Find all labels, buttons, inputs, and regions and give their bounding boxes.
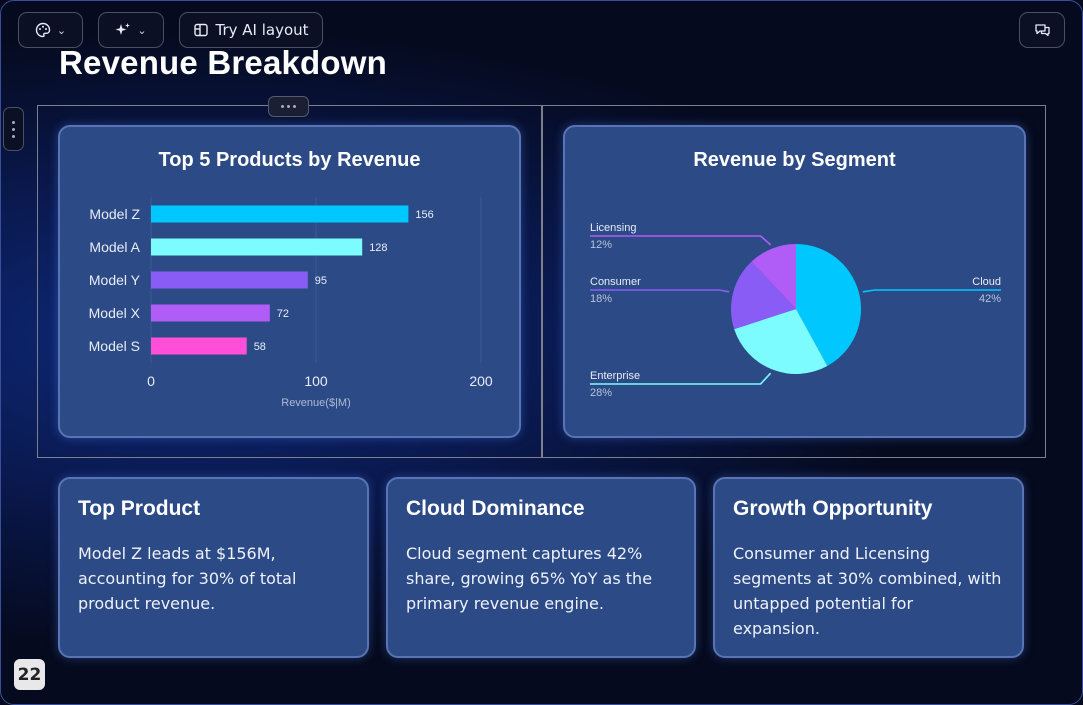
try-ai-layout-label: Try AI layout	[215, 21, 309, 39]
bar-category-label: Model A	[89, 239, 140, 255]
side-drag-handle[interactable]	[3, 107, 24, 151]
bar	[151, 271, 308, 289]
bar	[151, 304, 270, 322]
bar-category-label: Model X	[89, 305, 141, 321]
pie-chart: Cloud 42% Enterprise 28% Consumer 18% Licensin…	[590, 222, 1001, 399]
try-ai-layout-button[interactable]: Try AI layout	[179, 12, 323, 48]
chevron-down-icon: ⌄	[137, 23, 147, 37]
pie-percent-label: 28%	[590, 387, 612, 399]
pie-category-label: Licensing	[590, 222, 636, 234]
insight-title: Top Product	[78, 497, 201, 520]
x-axis-label: Revenue($|M)	[281, 397, 351, 409]
sparkles-icon	[115, 23, 131, 35]
pie-leader-line	[862, 289, 1001, 293]
x-tick-label: 200	[469, 373, 493, 389]
theme-button[interactable]: ⌄	[18, 12, 83, 48]
bar-value-label: 128	[369, 242, 387, 254]
top-drag-handle[interactable]	[268, 96, 309, 117]
pie-percent-label: 42%	[979, 293, 1001, 305]
bar-value-label: 156	[415, 209, 433, 221]
pie-slice	[796, 244, 861, 366]
x-tick-label: 0	[147, 373, 155, 389]
insight-card-cloud-dominance[interactable]: Cloud Dominance Cloud segment captures 4…	[386, 477, 696, 658]
x-tick-label: 100	[304, 373, 328, 389]
insight-body: Model Z leads at $156M, accounting for 3…	[78, 544, 297, 613]
comments-button[interactable]	[1019, 12, 1065, 48]
bar	[151, 238, 363, 256]
pie-leader-line	[590, 289, 730, 293]
bar	[151, 337, 247, 355]
bar-category-label: Model Y	[89, 272, 141, 288]
bar-chart-title: Top 5 Products by Revenue	[158, 149, 421, 171]
bar-value-label: 58	[254, 341, 266, 353]
bar-category-label: Model S	[89, 338, 140, 354]
pie-leader-line	[590, 235, 772, 246]
insight-card-growth-opportunity[interactable]: Growth Opportunity Consumer and Licensin…	[713, 477, 1024, 658]
insight-card-top-product[interactable]: Top Product Model Z leads at $156M, acco…	[58, 477, 369, 658]
palette-icon	[35, 22, 51, 38]
pie-chart-title: Revenue by Segment	[693, 149, 896, 171]
pie-category-label: Cloud	[972, 276, 1001, 288]
pie-slice	[734, 309, 828, 374]
pie-slice	[751, 244, 796, 309]
insight-body: Cloud segment captures 42% share, growin…	[406, 544, 653, 613]
page-number-badge[interactable]: 22	[14, 659, 45, 690]
pie-category-label: Consumer	[590, 276, 641, 288]
insight-title: Cloud Dominance	[406, 497, 585, 520]
pie-chart-card[interactable]: Revenue by Segment Cloud 42% Enterprise 28%…	[563, 125, 1026, 438]
layout-icon	[194, 23, 209, 37]
pie-slice	[731, 261, 796, 330]
bar-chart-card[interactable]: Top 5 Products by Revenue 0 100 200 Revenue…	[58, 125, 521, 438]
bar-chart: 0 100 200 Revenue($|M) Model Z 156 Model A 128 M…	[89, 197, 493, 409]
selection-divider	[541, 106, 543, 457]
bar-value-label: 72	[277, 308, 289, 320]
pie-percent-label: 12%	[590, 239, 612, 251]
bar-category-label: Model Z	[89, 206, 140, 222]
pie-category-label: Enterprise	[590, 370, 640, 382]
comment-icon	[1034, 24, 1050, 37]
pie-leader-line	[590, 372, 772, 385]
insight-body: Consumer and Licensing segments at 30% c…	[733, 544, 1002, 638]
insight-title: Growth Opportunity	[733, 497, 933, 520]
ai-button[interactable]: ⌄	[98, 12, 164, 48]
bar	[151, 205, 409, 223]
selection-box	[37, 105, 1046, 458]
chevron-down-icon: ⌄	[56, 23, 67, 37]
pie-percent-label: 18%	[590, 293, 612, 305]
slide-title: Revenue Breakdown	[59, 44, 388, 81]
bar-value-label: 95	[315, 275, 327, 287]
